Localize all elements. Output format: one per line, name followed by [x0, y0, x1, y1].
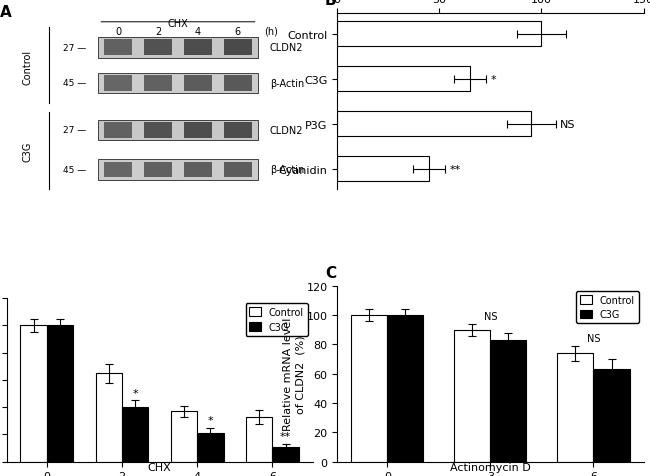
Text: CLDN2: CLDN2: [270, 126, 304, 136]
Bar: [558, 354, 593, 462]
Bar: [20, 326, 47, 462]
Text: β-Actin: β-Actin: [270, 165, 304, 175]
Text: CLDN2: CLDN2: [270, 43, 304, 53]
Bar: [224, 76, 252, 91]
Bar: [184, 123, 212, 139]
Bar: [224, 162, 252, 178]
Bar: [98, 120, 257, 141]
Bar: [47, 326, 73, 462]
Text: *: *: [207, 415, 213, 425]
Text: β-Actin: β-Actin: [270, 79, 304, 89]
Text: NS: NS: [484, 311, 497, 321]
Text: CHX: CHX: [148, 462, 172, 472]
Text: C3G: C3G: [23, 141, 33, 161]
Bar: [184, 162, 212, 178]
Y-axis label: Relative mRNA level
of CLDN2  (%): Relative mRNA level of CLDN2 (%): [283, 317, 305, 431]
Bar: [224, 123, 252, 139]
Bar: [490, 340, 526, 462]
Bar: [105, 76, 132, 91]
Bar: [105, 162, 132, 178]
Bar: [387, 316, 423, 462]
Text: *: *: [133, 388, 138, 398]
Text: 45 —: 45 —: [63, 166, 86, 175]
Bar: [246, 417, 272, 462]
Bar: [337, 112, 531, 137]
Bar: [337, 67, 470, 92]
Text: 27 —: 27 —: [63, 126, 86, 135]
Bar: [351, 316, 387, 462]
Bar: [184, 76, 212, 91]
Legend: Control, C3G: Control, C3G: [246, 303, 308, 336]
Text: 27 —: 27 —: [63, 44, 86, 52]
Text: 2: 2: [155, 27, 161, 37]
Text: C: C: [325, 265, 336, 280]
Bar: [454, 330, 490, 462]
Bar: [96, 373, 122, 462]
Text: **: **: [280, 431, 291, 441]
Text: A: A: [1, 5, 12, 20]
Text: *: *: [490, 75, 496, 85]
Text: 6: 6: [235, 27, 240, 37]
Bar: [337, 157, 429, 182]
Text: NS: NS: [560, 119, 575, 129]
Bar: [98, 160, 257, 180]
Bar: [98, 73, 257, 94]
Bar: [144, 40, 172, 56]
Text: NS: NS: [587, 333, 600, 343]
Text: 45 —: 45 —: [63, 79, 86, 88]
Bar: [98, 38, 257, 59]
Text: 4: 4: [195, 27, 201, 37]
Text: Control: Control: [23, 50, 33, 84]
Text: **: **: [450, 164, 461, 174]
Bar: [224, 40, 252, 56]
Bar: [144, 162, 172, 178]
Bar: [171, 411, 197, 462]
Text: 0: 0: [115, 27, 122, 37]
Text: B: B: [325, 0, 337, 8]
Bar: [184, 40, 212, 56]
Bar: [122, 407, 148, 462]
Legend: Control, C3G: Control, C3G: [577, 291, 639, 324]
Bar: [144, 76, 172, 91]
Text: Actinomycin D: Actinomycin D: [450, 462, 531, 472]
Bar: [272, 447, 299, 462]
Bar: [337, 22, 541, 47]
Bar: [105, 40, 132, 56]
Bar: [144, 123, 172, 139]
Bar: [593, 369, 630, 462]
Text: (h): (h): [264, 27, 278, 37]
Text: CHX: CHX: [168, 19, 188, 29]
Bar: [105, 123, 132, 139]
Bar: [197, 433, 224, 462]
